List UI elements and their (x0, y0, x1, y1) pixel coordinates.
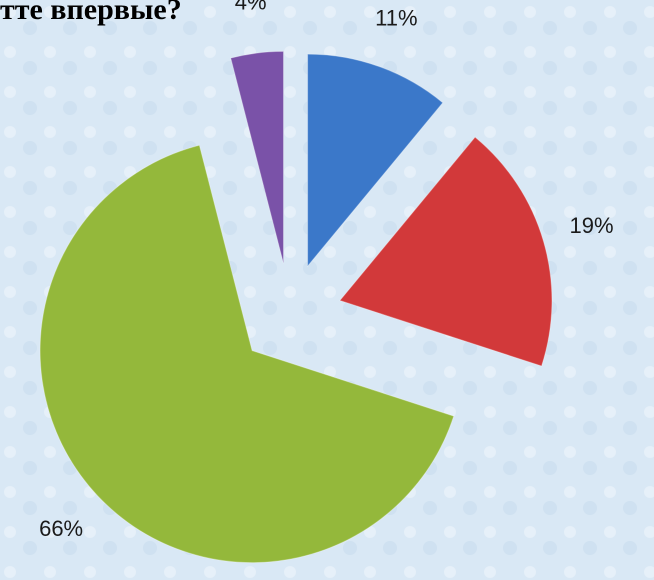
pie-slice (307, 53, 444, 268)
pie-slice (39, 144, 455, 564)
data-label: 4% (235, 0, 267, 14)
pie (39, 50, 553, 564)
data-label: 11% (375, 5, 417, 30)
data-label: 66% (39, 516, 83, 541)
chart-title: тте впервые? (0, 0, 182, 26)
data-label: 19% (570, 213, 614, 238)
pie-slice (230, 50, 284, 264)
pie-slice (339, 136, 553, 367)
